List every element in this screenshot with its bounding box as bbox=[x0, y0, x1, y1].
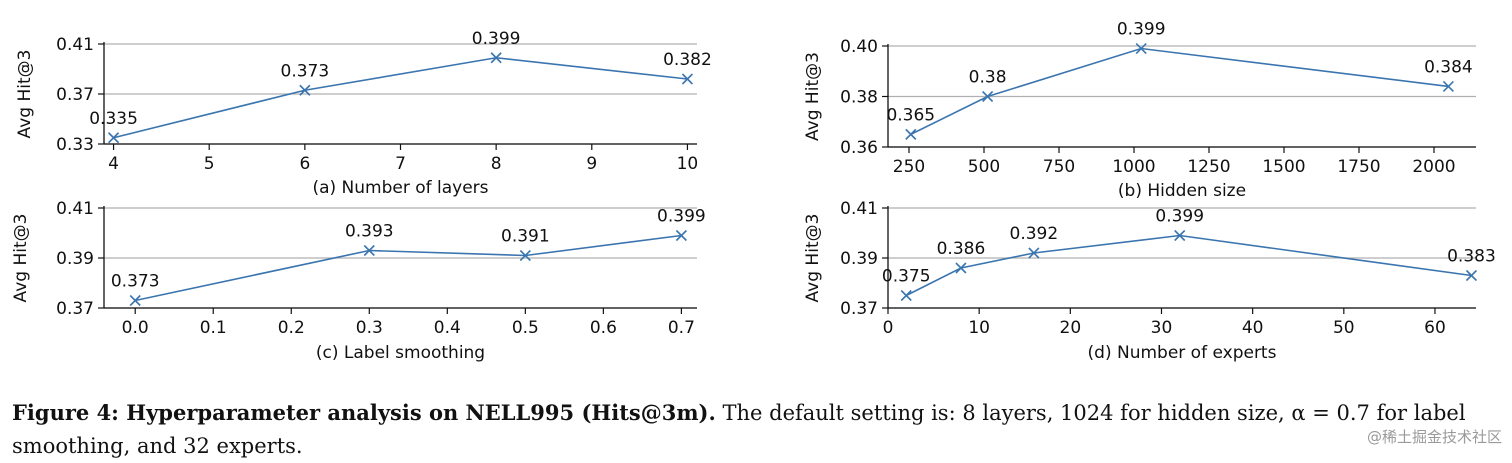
y-tick-label: 0.36 bbox=[840, 138, 878, 158]
data-label: 0.391 bbox=[501, 227, 550, 247]
y-tick-label: 0.41 bbox=[56, 199, 94, 219]
x-tick-label: 1750 bbox=[1337, 157, 1380, 177]
x-tick-label: 0 bbox=[883, 318, 894, 338]
data-label: 0.399 bbox=[472, 29, 521, 49]
data-label: 0.393 bbox=[345, 222, 394, 242]
series-line bbox=[135, 234, 682, 302]
x-tick-label: 1500 bbox=[1262, 157, 1305, 177]
y-tick-label: 0.41 bbox=[840, 199, 878, 219]
x-tick-label: 1250 bbox=[1187, 157, 1230, 177]
caption-text: The default setting is: 8 layers, 1024 f… bbox=[12, 401, 1466, 458]
x-tick-label: 30 bbox=[1151, 318, 1173, 338]
x-tick-label: 750 bbox=[1043, 157, 1075, 177]
data-label: 0.386 bbox=[937, 239, 986, 259]
x-axis-label: (c) Label smoothing bbox=[316, 343, 485, 363]
x-tick-label: 10 bbox=[677, 154, 699, 174]
x-axis-label: (a) Number of layers bbox=[312, 178, 488, 198]
x-tick-label: 250 bbox=[893, 157, 925, 177]
y-tick-label: 0.39 bbox=[56, 249, 94, 269]
data-label: 0.399 bbox=[657, 207, 706, 227]
data-point-marker bbox=[1028, 247, 1040, 259]
data-point-marker bbox=[905, 128, 917, 140]
data-label: 0.375 bbox=[882, 267, 931, 287]
caption-label: Figure 4: Hyperparameter analysis on NEL… bbox=[12, 400, 716, 425]
data-point-marker bbox=[982, 90, 994, 103]
x-tick-label: 50 bbox=[1333, 318, 1355, 338]
x-tick-label: 0.1 bbox=[200, 318, 227, 338]
data-label: 0.399 bbox=[1117, 20, 1166, 40]
figure-panels: 0.33 0.37 0.41 4 5 6 7 8 9 10 (a) Number of layers… bbox=[11, 20, 1496, 363]
y-axis-label: Avg Hit@3 bbox=[803, 214, 823, 303]
data-point-marker bbox=[490, 52, 502, 64]
y-tick-label: 0.39 bbox=[840, 249, 878, 269]
x-tick-label: 0.5 bbox=[512, 318, 539, 338]
data-label: 0.382 bbox=[663, 50, 712, 70]
chart-panel-4: 0.37 0.39 0.41 0 10 20 30 40 50 60 (d) Number of e… bbox=[803, 199, 1496, 363]
series-line bbox=[910, 47, 1449, 136]
data-point-marker bbox=[1442, 80, 1454, 92]
watermark: @稀土掘金技术社区 bbox=[1366, 428, 1502, 446]
y-tick-label: 0.37 bbox=[56, 85, 94, 105]
x-tick-label: 0.7 bbox=[668, 318, 695, 338]
data-point-marker bbox=[299, 84, 311, 96]
x-axis-label: (b) Hidden size bbox=[1118, 181, 1246, 201]
data-point-marker bbox=[675, 229, 687, 242]
chart-panel-3: 0.37 0.39 0.41 0.0 0.1 0.2 0.3 0.4 0.5 0.6 0.7 (c) … bbox=[11, 199, 706, 363]
x-tick-label: 5 bbox=[204, 154, 215, 174]
data-point-marker bbox=[519, 249, 531, 262]
x-tick-label: 7 bbox=[395, 154, 406, 174]
data-point-marker bbox=[900, 289, 912, 302]
x-tick-label: 4 bbox=[108, 154, 119, 174]
x-tick-label: 20 bbox=[1060, 318, 1082, 338]
data-point-marker bbox=[129, 294, 141, 307]
data-point-marker bbox=[681, 73, 694, 85]
data-point-marker bbox=[1135, 42, 1147, 55]
data-label: 0.373 bbox=[281, 61, 330, 81]
data-label: 0.392 bbox=[1010, 224, 1059, 244]
y-tick-label: 0.41 bbox=[56, 35, 94, 55]
x-axis-label: (d) Number of experts bbox=[1088, 343, 1277, 363]
x-tick-label: 60 bbox=[1424, 318, 1446, 338]
x-tick-label: 0.3 bbox=[356, 318, 383, 338]
data-point-marker bbox=[107, 132, 120, 144]
x-tick-label: 500 bbox=[968, 157, 1000, 177]
data-label: 0.335 bbox=[89, 109, 138, 129]
x-tick-label: 40 bbox=[1242, 318, 1264, 338]
chart-panel-2: 0.36 0.38 0.40 250 500 750 1000 1250 1500 1750 200… bbox=[803, 20, 1476, 201]
y-tick-label: 0.33 bbox=[56, 135, 94, 155]
x-tick-label: 0.0 bbox=[122, 318, 149, 338]
series-line bbox=[113, 56, 688, 139]
x-tick-label: 2000 bbox=[1412, 157, 1455, 177]
x-tick-label: 1000 bbox=[1112, 157, 1155, 177]
chart-panel-1: 0.33 0.37 0.41 4 5 6 7 8 9 10 (a) Number of layers… bbox=[15, 29, 712, 198]
x-tick-label: 0.2 bbox=[278, 318, 305, 338]
y-tick-label: 0.37 bbox=[840, 299, 878, 319]
data-point-marker bbox=[955, 262, 967, 274]
data-label: 0.373 bbox=[111, 272, 160, 292]
data-point-marker bbox=[1465, 269, 1478, 282]
y-axis-label: Avg Hit@3 bbox=[15, 50, 35, 139]
x-tick-label: 10 bbox=[968, 318, 990, 338]
y-axis-label: Avg Hit@3 bbox=[803, 52, 823, 141]
data-point-marker bbox=[1174, 229, 1186, 242]
x-tick-label: 0.4 bbox=[434, 318, 461, 338]
data-label: 0.384 bbox=[1424, 57, 1473, 77]
data-label: 0.399 bbox=[1155, 207, 1204, 227]
data-label: 0.38 bbox=[969, 68, 1007, 88]
data-point-marker bbox=[363, 244, 375, 257]
series-line bbox=[905, 234, 1472, 297]
data-label: 0.383 bbox=[1447, 247, 1496, 267]
figure-caption: Figure 4: Hyperparameter analysis on NEL… bbox=[12, 396, 1508, 463]
y-tick-label: 0.38 bbox=[840, 88, 878, 108]
x-tick-label: 8 bbox=[491, 154, 502, 174]
x-tick-label: 6 bbox=[299, 154, 310, 174]
y-axis-label: Avg Hit@3 bbox=[11, 214, 31, 303]
y-tick-label: 0.40 bbox=[840, 37, 878, 57]
x-tick-label: 9 bbox=[586, 154, 597, 174]
x-tick-label: 0.6 bbox=[590, 318, 617, 338]
y-tick-label: 0.37 bbox=[56, 299, 94, 319]
data-label: 0.365 bbox=[886, 105, 935, 125]
